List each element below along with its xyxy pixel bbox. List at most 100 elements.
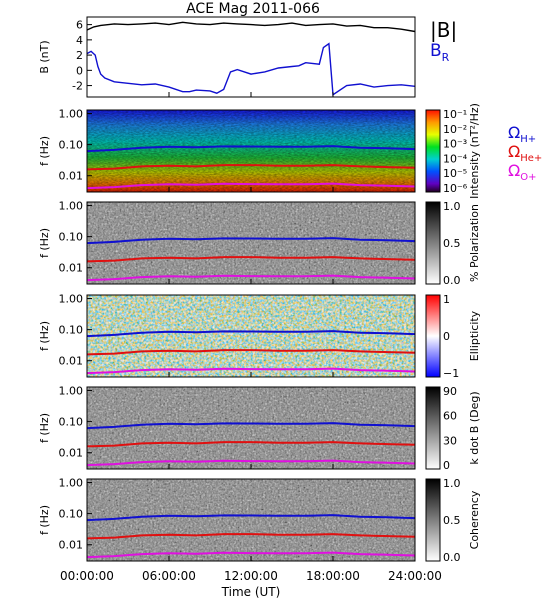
y-axis-label: f (Hz) [38, 321, 51, 351]
colorbar-tick-label: 90 [443, 385, 457, 398]
legend-omega-he: ΩHe+ [508, 142, 542, 164]
gyrofrequency-line [86, 349, 416, 356]
y-tick-label: 0.01 [59, 447, 84, 460]
panel-0: 6 4 2 0 -2 B (nT) [38, 16, 416, 98]
gyrofrequency-line [86, 164, 416, 171]
y-tick-label: 0.10 [59, 416, 84, 429]
y-tick-label: 1.00 [59, 385, 84, 398]
panel-3: 1.00 0.10 0.01 1 0 −1 Ellipticity f (Hz) [38, 293, 481, 380]
gyrofrequency-line [86, 441, 416, 448]
y-tick-label: 1.00 [59, 108, 84, 121]
x-tick-label: 18:00:00 [306, 569, 360, 583]
colorbar-label: Ellipticity [468, 310, 481, 361]
colorbar-tick-label: 1.0 [443, 477, 461, 490]
legend-omega-h-symbol: Ω [508, 123, 520, 142]
legend-omega-o-sub: O+ [520, 172, 536, 183]
gyrofrequency-line [86, 330, 416, 338]
y-tick-label: 0.01 [59, 262, 84, 275]
y-tick-label: 0.01 [59, 170, 84, 183]
colorbar-tick-label: 10⁻⁴ [443, 152, 468, 165]
colorbar [425, 201, 441, 285]
gyrofrequency-line [86, 422, 416, 430]
spectrogram-texture [87, 479, 415, 561]
legend-b-r: BR [430, 41, 450, 64]
legend-omega-o-symbol: Ω [508, 161, 520, 180]
x-tick-label: 00:00:00 [60, 569, 114, 583]
gyrofrequency-line [86, 367, 416, 375]
legend-omega-h-sub: H+ [520, 134, 536, 145]
gyrofrequency-line [86, 182, 416, 190]
y-tick-label: 1.00 [59, 293, 84, 306]
y-tick-label: 2 [76, 49, 83, 62]
y-tick-label: 0.01 [59, 539, 84, 552]
y-tick-label: 1.00 [59, 477, 84, 490]
gyrofrequency-line [86, 459, 416, 467]
legend-b-total: |B| [430, 18, 457, 42]
legend: |B| BR ΩH+ ΩHe+ ΩO+ [430, 18, 542, 183]
series-line [86, 21, 416, 33]
y-tick-label: 4 [76, 34, 83, 47]
y-tick-label: 0.01 [59, 355, 84, 368]
colorbar-tick-label: 30 [443, 434, 457, 447]
chart-title: ACE Mag 2011-066 [186, 1, 320, 17]
gyrofrequency-line [86, 551, 416, 559]
series-line [86, 42, 416, 96]
colorbar-tick-label: 10⁻⁶ [443, 182, 468, 195]
legend-b-r-sub: R [442, 51, 450, 64]
spectrogram-texture [87, 110, 415, 192]
colorbar-tick-label: 10⁻³ [443, 138, 467, 151]
colorbar-tick-label: 10⁻² [443, 123, 467, 136]
panel-4: 1.00 0.10 0.01 90 60 30 0 k dot B (Deg) f (Hz) [38, 385, 481, 472]
y-tick-label: 0.10 [59, 231, 84, 244]
x-axis-label: Time (UT) [221, 585, 281, 599]
legend-omega-he-sub: He+ [520, 153, 542, 164]
panel-2: 1.00 0.10 0.01 1.0 0.5 0.0 % Polarization f (Hz… [38, 200, 481, 287]
gyrofrequency-line [86, 514, 416, 522]
colorbar-tick-label: 0.0 [443, 551, 461, 564]
spectrogram-texture [87, 387, 415, 469]
x-tick-label: 06:00:00 [142, 569, 196, 583]
legend-b-r-label: B [430, 41, 442, 61]
colorbar-tick-label: 10⁻¹ [443, 108, 467, 121]
x-axis: 00:00:00 06:00:00 12:00:00 18:00:00 24:0… [60, 569, 442, 599]
spectrogram-texture [87, 202, 415, 284]
gyrofrequency-line [86, 256, 416, 263]
y-axis-label: f (Hz) [38, 136, 51, 166]
spectrogram-texture [87, 295, 415, 377]
gyrofrequency-line [86, 145, 416, 153]
colorbar [425, 386, 441, 470]
colorbar-tick-label: 60 [443, 410, 457, 423]
gyrofrequency-line [86, 274, 416, 282]
y-axis-label: f (Hz) [38, 413, 51, 443]
legend-omega-he-symbol: Ω [508, 142, 520, 161]
colorbar-tick-label: 0.5 [443, 514, 461, 527]
gyrofrequency-line [86, 533, 416, 540]
legend-omega-h: ΩH+ [508, 123, 536, 145]
y-tick-label: 0.10 [59, 139, 84, 152]
colorbar-label: k dot B (Deg) [468, 391, 481, 464]
colorbar-tick-label: 0.0 [443, 274, 461, 287]
y-tick-label: -2 [72, 80, 83, 93]
colorbar-label: Coherency [468, 490, 481, 549]
colorbar [425, 478, 441, 562]
colorbar-label: Intensity (nT²/Hz) [468, 103, 481, 199]
panel-5: 1.00 0.10 0.01 1.0 0.5 0.0 Coherency f (Hz) [38, 477, 481, 564]
colorbar [425, 109, 441, 193]
y-tick-label: 0.10 [59, 508, 84, 521]
y-axis-label: f (Hz) [38, 228, 51, 258]
colorbar-tick-label: 10⁻⁵ [443, 167, 467, 180]
y-axis-label: f (Hz) [38, 505, 51, 535]
colorbar-tick-label: 0 [443, 459, 450, 472]
y-tick-label: 1.00 [59, 200, 84, 213]
colorbar-label: % Polarization [468, 204, 481, 282]
colorbar [425, 294, 441, 378]
x-tick-label: 12:00:00 [224, 569, 278, 583]
panel-1: 1.00 0.10 0.01 10⁻¹ 10⁻² 10⁻³10⁻⁴ 10⁻⁵ 10⁻⁶ Inte… [38, 103, 481, 199]
colorbar-tick-label: 1.0 [443, 200, 461, 213]
y-tick-label: 0 [76, 64, 83, 77]
colorbar-tick-label: 0.5 [443, 237, 461, 250]
y-tick-label: 6 [76, 19, 83, 32]
colorbar-tick-label: 0 [443, 330, 450, 343]
